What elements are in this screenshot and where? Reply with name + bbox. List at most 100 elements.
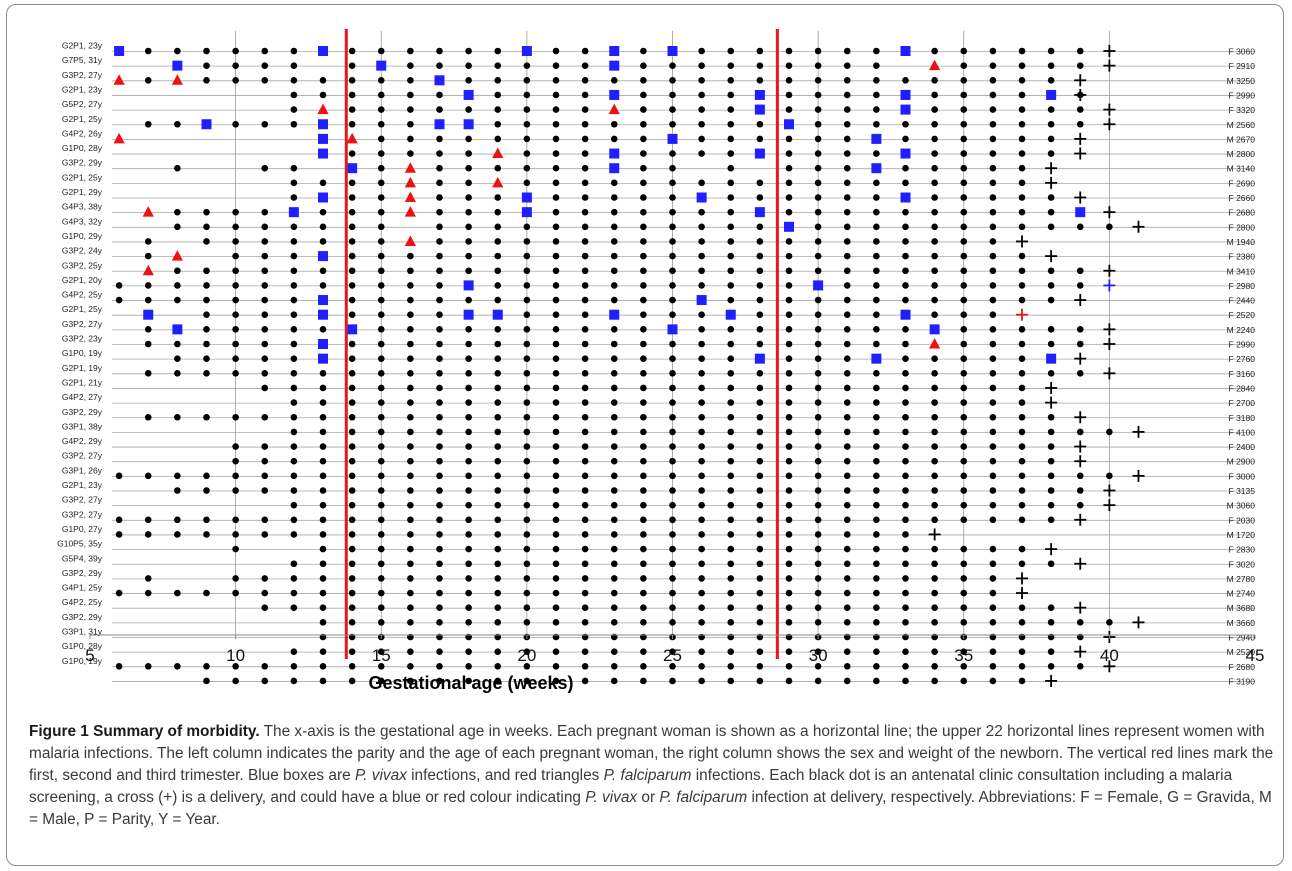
visit-dot [232,296,239,304]
visit-dot [785,282,793,289]
visit-dot [931,472,938,480]
delivery-cross [1045,162,1058,175]
visit-dot [436,545,443,553]
visit-dot [873,179,880,187]
visit-dot [319,575,327,582]
visit-dot [174,164,181,172]
visit-dot [843,370,851,377]
visit-dot [348,355,356,362]
visit-dot [785,648,793,655]
visit-dot [873,428,880,436]
vivax-box [784,119,794,130]
left-label: G3P2, 27y [62,319,103,329]
visit-dot [407,472,414,480]
visit-dot [814,194,822,201]
visit-dot [581,663,589,670]
visit-dot [843,457,851,465]
vivax-box [900,104,911,115]
visit-dot [290,355,298,362]
visit-dot [873,531,880,538]
visit-dot [843,179,851,187]
visit-dot [290,194,298,201]
vivax-box [754,148,765,159]
visit-dot [552,472,560,480]
visit-dot [640,487,647,494]
visit-dot [1018,413,1026,421]
left-label: G2P1, 21y [62,377,103,387]
visit-dot [873,501,880,509]
visit-dot [843,282,851,289]
visit-dot [960,164,968,172]
visit-dot [931,296,938,304]
visit-dot [377,648,385,655]
right-label: F 2520 [1229,310,1256,320]
visit-dot [698,370,705,377]
visit-dot [261,663,269,670]
visit-dot [785,575,793,582]
visit-dot [1018,663,1026,670]
visit-dot [290,443,298,450]
visit-dot [989,120,997,128]
visit-dot [727,223,735,231]
visit-dot [1018,135,1026,143]
visit-dot [698,47,705,55]
visit-dot [261,47,269,55]
visit-dot [174,282,181,289]
visit-dot [902,648,909,655]
vivax-box [609,163,620,174]
visit-dot [552,428,560,436]
right-label: F 2680 [1229,208,1256,218]
visit-dot [1047,663,1055,670]
visit-dot [785,399,793,406]
visit-dot [436,106,443,113]
left-label: G4P2, 27y [62,392,103,402]
visit-dot [756,296,764,304]
visit-dot [436,355,443,362]
visit-dot [785,340,793,348]
visit-dot [902,77,909,84]
visit-dot [581,516,589,524]
falciparum-triangle [142,206,154,217]
visit-dot [465,428,472,436]
visit-dot [698,663,705,670]
visit-dot [232,472,239,480]
delivery-cross [1074,440,1087,453]
visit-dot [640,120,647,128]
visit-dot [494,91,502,99]
left-label: G2P1, 29y [62,187,103,197]
visit-dot [756,282,764,289]
visit-dot [698,238,705,245]
visit-dot [232,370,239,377]
visit-dot [814,575,822,582]
visit-dot [1076,487,1084,494]
visit-dot [523,472,531,480]
visit-dot [407,516,414,524]
visit-dot [640,223,647,231]
vivax-box [143,309,154,320]
visit-dot [727,589,735,597]
visit-dot [1047,604,1055,611]
visit-dot [261,531,269,538]
right-label: F 2680 [1229,662,1256,672]
visit-dot [552,648,560,655]
visit-dot [610,135,618,143]
delivery-cross [1103,118,1116,131]
visit-dot [523,120,531,128]
visit-dot [669,282,676,289]
visit-dot [756,443,764,450]
visit-dot [640,399,647,406]
right-label: F 2690 [1229,178,1256,188]
visit-dot [290,326,298,333]
visit-dot [814,47,822,55]
visit-dot [989,77,997,84]
left-label: G2P1, 20y [62,275,103,285]
visit-dot [669,501,676,509]
visit-dot [407,355,414,362]
visit-dot [494,531,502,538]
visit-dot [465,179,472,187]
visit-dot [290,604,298,611]
visit-dot [494,296,502,304]
vivax-box [318,148,328,159]
visit-dot [610,663,618,670]
visit-dot [698,457,705,465]
